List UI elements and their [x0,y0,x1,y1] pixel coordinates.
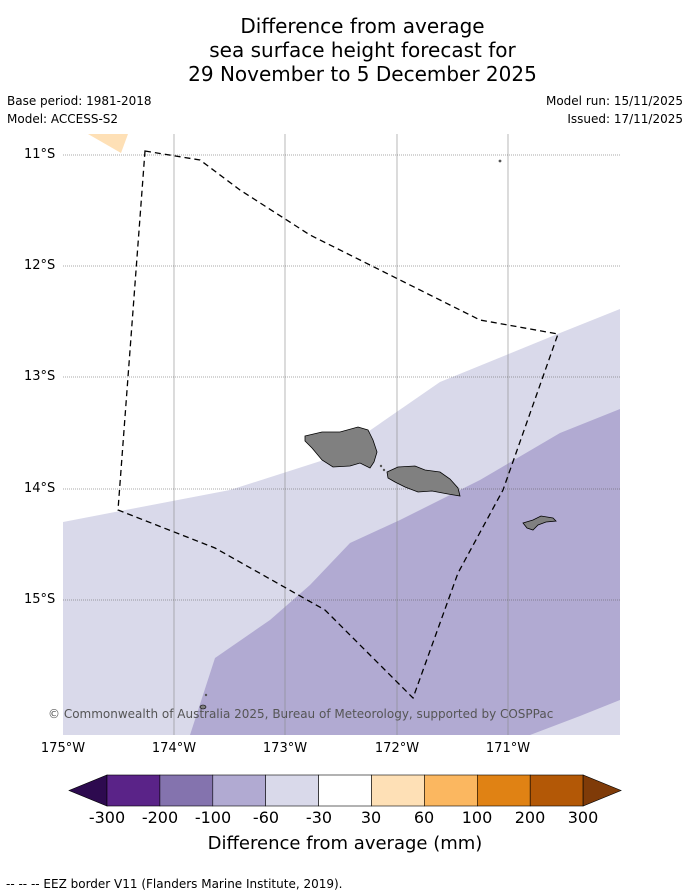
base-period: Base period: 1981-2018 [7,94,152,108]
colorbar-tick: -100 [194,808,232,827]
colorbar-segment [106,774,161,807]
eez-footnote: -- -- -- EEZ border V11 (Flanders Marine… [6,877,343,891]
lon-label-173w: 173°W [262,741,308,756]
colorbar-segment [318,774,372,807]
title-line-1: Difference from average [240,14,485,38]
colorbar-segment [159,774,214,807]
eez-border [117,150,559,700]
copyright-notice: © Commonwealth of Australia 2025, Bureau… [48,707,554,721]
colorbar-segment [371,774,425,807]
colorbar-tick: 100 [461,808,493,827]
gridlines [63,134,620,735]
model-run: Model run: 15/11/2025 [545,94,683,108]
islet-south-2 [204,693,208,697]
colorbar-tick: -60 [252,808,280,827]
colorbar-tick: -200 [141,808,179,827]
colorbar-tick: -300 [88,808,126,827]
islet-manono [379,464,383,468]
anomaly-band-minus-60-to-minus-100 [190,409,620,735]
title-line-3: 29 November to 5 December 2025 [188,62,537,86]
anomaly-band-lower-right-minus-30 [530,700,620,735]
colorbar-extend-high [582,774,622,807]
anomaly-patch-positive-30-to-60 [88,134,128,153]
island-savaii [304,426,378,469]
lon-label-171w: 171°W [485,741,531,756]
lat-label-15s: 15°S [24,592,56,607]
chart-title: Difference from average sea surface heig… [0,14,690,86]
islet-aunuu [498,159,502,163]
map-panel [63,134,620,735]
lon-label-172w: 172°W [374,741,420,756]
islet-apolima [382,468,386,472]
colorbar-tick: 200 [514,808,546,827]
colorbar-segment [212,774,267,807]
lon-label-174w: 174°W [151,741,197,756]
colorbar-tick: 60 [413,808,435,827]
islet-south [199,704,207,710]
island-upolu [386,465,461,497]
issued-date: Issued: 17/11/2025 [567,112,683,126]
colorbar-extend-low [68,774,108,807]
lon-label-175w: 175°W [40,741,86,756]
island-tutuila [522,515,557,531]
colorbar-tick: 30 [360,808,382,827]
colorbar-segment [476,774,531,807]
colorbar [68,774,622,807]
lat-label-11s: 11°S [24,147,56,162]
colorbar-title: Difference from average (mm) [207,833,483,854]
colorbar-tick: -30 [305,808,333,827]
lat-label-13s: 13°S [24,369,56,384]
colorbar-tick: 300 [567,808,599,827]
lat-label-14s: 14°S [24,481,56,496]
title-line-2: sea surface height forecast for [209,38,516,62]
colorbar-segment [424,774,478,807]
colorbar-segment [529,774,584,807]
lat-label-12s: 12°S [24,258,56,273]
colorbar-segment [265,774,319,807]
model-name: Model: ACCESS-S2 [7,112,119,126]
